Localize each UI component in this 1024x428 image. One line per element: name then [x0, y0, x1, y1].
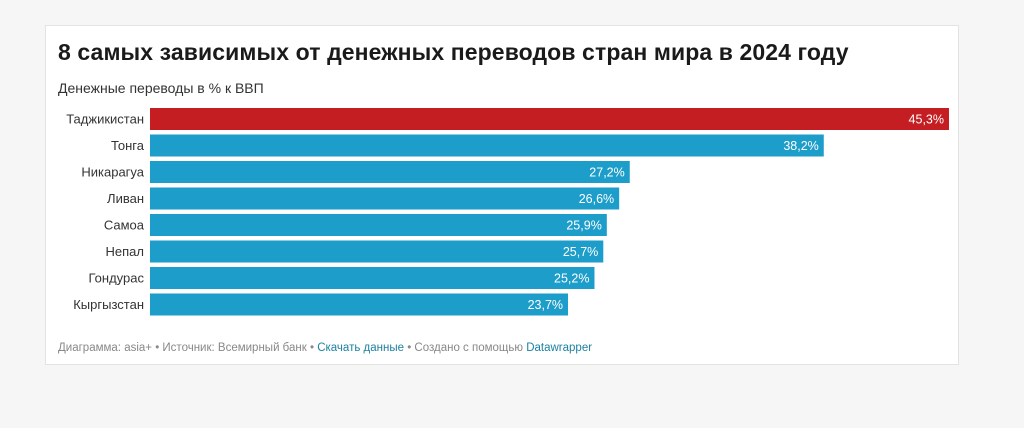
chart-subtitle: Денежные переводы в % к ВВП [58, 80, 264, 96]
bar [150, 134, 824, 157]
value-label: 26,6% [579, 192, 614, 206]
value-label: 25,2% [554, 272, 589, 286]
chart-card: 8 самых зависимых от денежных переводов … [45, 25, 959, 365]
category-label: Кыргызстан [73, 297, 144, 312]
value-label: 45,3% [909, 113, 944, 127]
datawrapper-link[interactable]: Datawrapper [526, 342, 593, 354]
value-label: 25,7% [563, 245, 598, 259]
bar [150, 240, 604, 263]
bar [150, 293, 569, 316]
category-label: Тонга [111, 138, 145, 153]
value-label: 25,9% [566, 219, 601, 233]
footer-source: Диаграмма: asia+ • Источник: Всемирный б… [58, 342, 318, 354]
bar [150, 108, 949, 130]
bar-chart: Таджикистан 45,3% Тонга 38,2% Никарагуа 27,2%… [66, 108, 949, 316]
value-label: 23,7% [528, 298, 563, 312]
download-data-link[interactable]: Скачать данные [317, 342, 404, 354]
chart-footer: Диаграмма: asia+ • Источник: Всемирный б… [58, 342, 592, 354]
value-label: 27,2% [589, 166, 624, 180]
value-label: 38,2% [783, 139, 818, 153]
category-label: Гондурас [89, 271, 145, 286]
bar [150, 161, 630, 183]
footer-credit: • Создано с помощью [404, 342, 527, 354]
category-label: Таджикистан [66, 112, 144, 127]
category-label: Никарагуа [81, 165, 144, 180]
bar [150, 267, 595, 289]
bar [150, 214, 607, 236]
bar [150, 187, 620, 210]
category-label: Ливан [107, 191, 144, 206]
chart-title: 8 самых зависимых от денежных переводов … [58, 39, 849, 65]
category-label: Непал [106, 244, 144, 259]
category-label: Самоа [104, 218, 145, 233]
